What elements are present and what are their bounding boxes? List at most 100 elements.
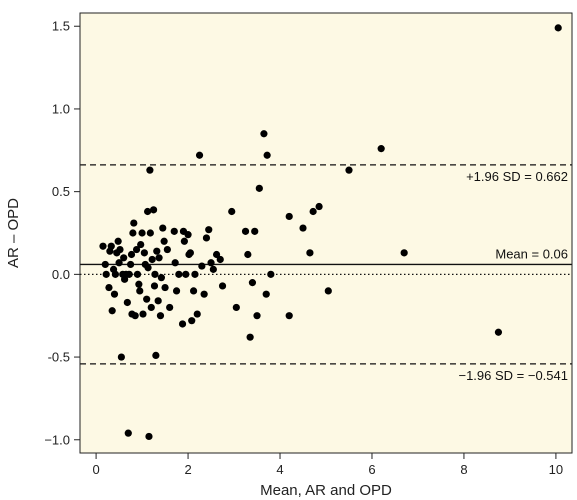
data-point	[494, 328, 503, 336]
data-point	[163, 245, 171, 254]
data-point	[191, 270, 199, 278]
data-point	[186, 249, 194, 257]
data-point	[151, 270, 159, 278]
data-point	[377, 145, 385, 153]
data-point	[241, 227, 250, 235]
data-point	[400, 249, 408, 257]
data-point	[251, 227, 259, 235]
data-point	[166, 303, 174, 312]
x-tick-label: 6	[368, 462, 375, 477]
data-point	[125, 270, 133, 278]
data-point	[146, 229, 154, 237]
reference-label-mean: Mean = 0.06	[495, 246, 568, 261]
data-point	[253, 312, 261, 320]
data-point	[146, 166, 154, 174]
data-point	[218, 282, 227, 290]
x-axis: 0 2 4 6 8 10	[92, 453, 563, 477]
y-tick-label: 0.5	[52, 184, 70, 199]
data-point	[130, 219, 138, 227]
data-point	[108, 307, 116, 315]
data-point	[255, 184, 263, 192]
data-point	[184, 231, 192, 239]
data-point	[209, 265, 217, 273]
data-point	[180, 237, 188, 245]
data-point	[189, 287, 198, 295]
data-point	[149, 206, 158, 214]
data-point	[202, 234, 211, 242]
data-point	[212, 250, 221, 259]
data-point	[246, 333, 254, 341]
data-point	[123, 298, 131, 307]
data-point	[131, 312, 139, 320]
y-tick-label: −1.0	[44, 432, 70, 447]
data-point	[159, 224, 167, 232]
data-point	[156, 312, 165, 320]
data-point	[115, 259, 123, 267]
x-axis-title: Mean, AR and OPD	[260, 482, 392, 499]
data-point	[148, 255, 156, 264]
data-point	[244, 250, 252, 259]
data-point	[195, 151, 204, 159]
x-tick-label: 4	[276, 462, 283, 477]
reference-line-labels: +1.96 SD = 0.662 Mean = 0.06 −1.96 SD = −0…	[458, 169, 568, 383]
data-point	[136, 287, 144, 295]
y-tick-label: 0.0	[52, 267, 70, 282]
data-point	[161, 283, 169, 292]
data-point	[172, 287, 181, 295]
data-point	[232, 303, 240, 312]
data-point	[144, 264, 152, 272]
data-point	[324, 287, 332, 295]
plot-frame	[79, 12, 573, 454]
data-point	[260, 130, 268, 138]
data-point	[116, 245, 124, 254]
data-point	[143, 207, 152, 216]
data-point	[138, 229, 146, 237]
y-tick-label: 1.0	[52, 101, 70, 116]
reference-label-upper: +1.96 SD = 0.662	[466, 169, 568, 184]
data-point	[147, 303, 155, 312]
y-tick-label: -0.5	[48, 350, 70, 365]
reference-label-lower: −1.96 SD = −0.541	[458, 368, 568, 383]
data-point	[140, 249, 148, 257]
data-point	[133, 270, 142, 278]
data-point	[153, 247, 161, 255]
x-tick-label: 8	[460, 462, 467, 477]
data-point	[193, 310, 201, 318]
data-point	[178, 320, 187, 328]
data-point	[267, 270, 275, 278]
data-point	[345, 166, 353, 174]
data-point	[110, 290, 119, 298]
data-point	[107, 242, 115, 250]
data-point	[160, 237, 168, 245]
data-point	[111, 270, 120, 278]
data-point	[182, 270, 190, 278]
x-tick-label: 2	[184, 462, 191, 477]
data-point	[309, 207, 317, 216]
data-point	[262, 290, 270, 298]
data-point	[188, 317, 196, 325]
data-point	[99, 242, 107, 250]
data-point	[299, 224, 307, 232]
data-point	[126, 260, 135, 269]
y-tick-label: 1.5	[52, 19, 70, 34]
data-point	[143, 295, 151, 303]
data-point	[248, 279, 257, 287]
data-point	[139, 310, 147, 318]
data-point	[175, 270, 183, 278]
x-tick-label: 0	[92, 462, 99, 477]
data-point	[150, 282, 159, 290]
y-axis: −1.0 -0.5 0.0 0.5 1.0 1.5	[44, 19, 80, 447]
data-point	[129, 229, 137, 237]
data-point	[120, 254, 128, 262]
data-point	[117, 353, 125, 361]
plot-background	[80, 13, 572, 453]
data-point	[263, 151, 271, 159]
data-point	[102, 270, 110, 278]
data-point	[228, 207, 236, 216]
data-point	[145, 432, 153, 441]
data-point	[105, 283, 113, 292]
data-point	[157, 274, 165, 282]
data-point	[135, 280, 143, 288]
data-point	[216, 255, 224, 264]
data-point	[285, 312, 293, 320]
